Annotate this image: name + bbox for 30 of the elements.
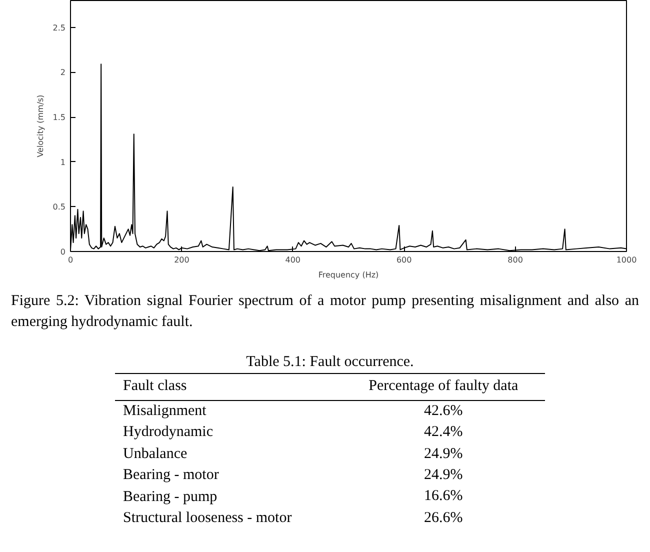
text: Unbalance <box>122 444 188 464</box>
text: Bearing - pump <box>122 488 218 507</box>
x-tick-label: 1000 <box>616 256 637 264</box>
text: 24.9% <box>423 444 464 464</box>
text: Hydrodynamic <box>122 423 214 442</box>
y-tick-label: 0.5 <box>52 202 66 212</box>
text: 26.6% <box>423 508 464 528</box>
y-tick-label: 1 <box>60 158 66 167</box>
text: Bearing - motor <box>122 466 220 486</box>
x-tick-label: 600 <box>396 256 412 264</box>
x-tick-label: 200 <box>174 256 190 264</box>
y-tick-label: 1.5 <box>52 113 66 122</box>
text: Percentage of faulty data <box>368 377 520 396</box>
x-tick-label: 400 <box>285 256 301 264</box>
text: 16.6% <box>423 487 464 506</box>
caption: Figure 5.2: Vibration signal Fourier spectrum of a motor pump presenting misalignment and also an emerging hydrodynamic fault. <box>11 292 639 332</box>
x-tick-label: 800 <box>508 256 523 264</box>
y-tick-label: 0 <box>60 248 66 256</box>
text: 42.4% <box>423 423 464 442</box>
y-tick-label: 2 <box>60 68 66 78</box>
x-tick-label: 0 <box>68 256 74 264</box>
text: 42.6% <box>423 402 464 421</box>
text: Structural looseness - motor <box>122 509 293 528</box>
x-axis-title: Frequency (Hz) <box>318 270 379 280</box>
caption: Table 5.1: Fault occurrence. <box>245 352 415 372</box>
text: Fault class <box>122 377 188 396</box>
text: Misalignment <box>122 402 208 421</box>
y-axis-title: Velocity (mm/s) <box>36 94 45 158</box>
text: 24.9% <box>423 466 464 485</box>
y-tick-label: 2.5 <box>52 23 66 32</box>
